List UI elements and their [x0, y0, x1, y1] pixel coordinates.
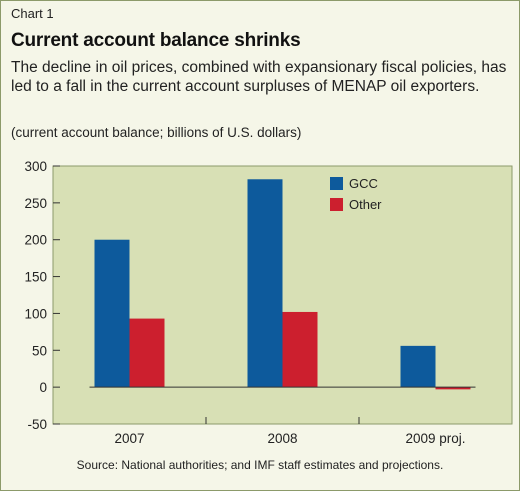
y-tick-label: 300 [24, 159, 47, 174]
legend-swatch-other [330, 198, 343, 211]
x-tick-label: 2008 [267, 431, 297, 446]
x-tick-label: 2007 [114, 431, 144, 446]
y-tick-label: 150 [24, 270, 47, 285]
bar-gcc-2008 [247, 179, 283, 388]
y-tick-label: -50 [27, 417, 47, 432]
y-tick-label: 200 [24, 233, 47, 248]
y-tick-label: 100 [24, 306, 47, 321]
y-tick-label: 250 [24, 196, 47, 211]
bar-other-2009-proj- [435, 387, 471, 390]
y-tick-label: 0 [39, 380, 47, 395]
bar-other-2008 [282, 311, 318, 388]
legend-label-gcc: GCC [349, 176, 378, 191]
chart-title: Current account balance shrinks [11, 30, 301, 51]
chart-units: (current account balance; billions of U.… [11, 125, 302, 140]
source-note: Source: National authorities; and IMF st… [76, 458, 444, 472]
legend-swatch-gcc [330, 177, 343, 190]
bar-gcc-2007 [94, 239, 130, 388]
chart-number: Chart 1 [11, 6, 54, 21]
legend: GCC Other [330, 176, 382, 212]
x-tick-label: 2009 proj. [405, 431, 465, 446]
y-axis: 300 250 200 150 100 50 0 -50 [24, 159, 60, 432]
x-axis: 2007 2008 2009 proj. [114, 417, 466, 446]
chart-subtitle: The decline in oil prices, combined with… [11, 59, 507, 95]
legend-label-other: Other [349, 197, 382, 212]
y-tick-label: 50 [32, 343, 47, 358]
bar-gcc-2009-proj- [400, 345, 436, 388]
bars [94, 179, 471, 390]
bar-other-2007 [129, 318, 165, 388]
